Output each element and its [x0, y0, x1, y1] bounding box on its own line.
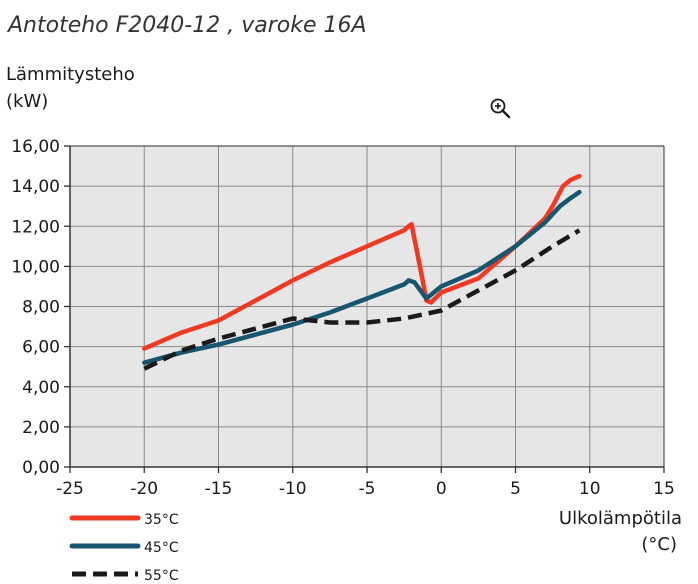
y-tick-label: 16,00 — [11, 137, 60, 157]
series-lines — [142, 173, 582, 371]
y-tick-label: 2,00 — [22, 418, 60, 438]
x-tick-label: -5 — [359, 479, 376, 499]
x-axis-label-line2: (°C) — [641, 534, 677, 555]
series-line-3 — [143, 228, 581, 371]
y-axis-label-line1: Lämmitysteho — [6, 64, 135, 85]
x-tick-label: -25 — [56, 479, 84, 499]
x-tick-label: -20 — [130, 479, 158, 499]
y-tick-label: 14,00 — [11, 177, 60, 197]
legend-label: 55°C — [144, 568, 179, 584]
x-tick-label: 10 — [579, 479, 601, 499]
x-tick-label: 15 — [653, 479, 675, 499]
x-tick-label: -15 — [205, 479, 233, 499]
chart-title: Antoteho F2040-12 , varoke 16A — [6, 13, 367, 38]
series-line-1 — [142, 173, 582, 351]
legend: 35°C 45°C 55°C — [69, 512, 179, 584]
x-tick-label: -10 — [279, 479, 307, 499]
legend-label: 45°C — [144, 540, 179, 556]
y-tick-label: 6,00 — [22, 338, 60, 358]
series-line-2 — [142, 189, 582, 365]
y-tick-label: 12,00 — [11, 217, 60, 237]
y-tick-label: 8,00 — [22, 298, 60, 318]
y-tick-label: 4,00 — [22, 378, 60, 398]
y-tick-label: 10,00 — [11, 257, 60, 277]
x-axis-label-line1: Ulkolämpötila — [559, 508, 682, 529]
y-axis-ticks: 0,00 2,00 4,00 6,00 8,00 10,00 12,00 14,00 16,00 — [11, 137, 70, 478]
zoom-in-icon[interactable] — [490, 98, 511, 119]
x-tick-label: 0 — [436, 479, 447, 499]
legend-label: 35°C — [144, 512, 179, 528]
x-axis-ticks: -25 -20 -15 -10 -5 0 5 10 15 — [56, 467, 675, 499]
y-axis-label-line2: (kW) — [6, 91, 48, 112]
x-tick-label: 5 — [510, 479, 521, 499]
y-tick-label: 0,00 — [22, 458, 60, 478]
